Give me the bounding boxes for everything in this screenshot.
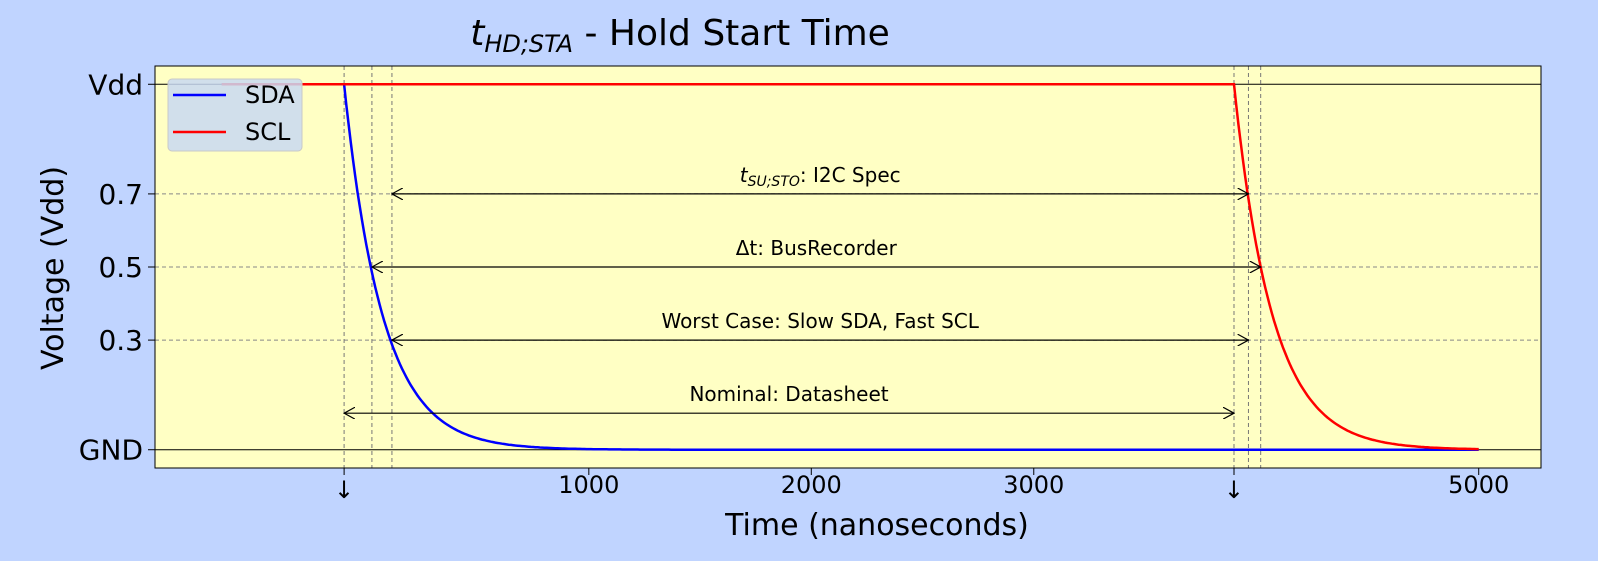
y-tick-layer: GND 0.3 0.5 0.7 Vdd <box>79 68 155 467</box>
annotation-layer: tSU;STO: I2C Spec Δt: BusRecorder Worst Ca… <box>344 163 1261 413</box>
title-subscript: HD;STA <box>484 30 573 58</box>
x-tick-label: 5000 <box>1448 471 1509 499</box>
series-sda-line <box>221 83 1479 451</box>
x-tick-label: 2000 <box>781 471 842 499</box>
title-text: - Hold Start Time <box>573 13 890 54</box>
annotation-label: Nominal: Datasheet <box>689 382 888 406</box>
annotation-label: Worst Case: Slow SDA, Fast SCL <box>661 309 979 333</box>
x-axis-label: Time (nanoseconds) <box>724 508 1029 543</box>
y-tick-label: Vdd <box>88 68 143 101</box>
x-tick-label: ↓ <box>334 476 354 504</box>
x-tick-label: 3000 <box>1003 471 1064 499</box>
title-symbol: t <box>470 13 486 54</box>
x-tick-layer: ↓ 1000 2000 3000 ↓ 5000 <box>334 468 1509 504</box>
annotation-subscript: SU;STO <box>748 174 800 190</box>
y-axis-label: Voltage (Vdd) <box>36 166 71 370</box>
legend: SDA SCL <box>167 78 303 152</box>
y-tick-label: 0.3 <box>98 324 143 357</box>
series-layer <box>221 83 1479 451</box>
legend-label-sda: SDA <box>245 81 295 109</box>
x-tick-label: 1000 <box>558 471 619 499</box>
y-tick-label: GND <box>79 434 143 467</box>
series-scl-line <box>221 83 1479 451</box>
legend-label-scl: SCL <box>245 118 291 146</box>
y-tick-label: 0.7 <box>98 178 143 211</box>
annotation-label: tSU;STO: I2C Spec <box>740 163 901 190</box>
vertical-marker-layer <box>343 66 1262 468</box>
y-tick-label: 0.5 <box>98 251 143 284</box>
annotation-text: : I2C Spec <box>800 163 901 187</box>
annotation-symbol: t <box>740 163 749 187</box>
chart-title: tHD;STA - Hold Start Time <box>470 13 890 58</box>
x-tick-label: ↓ <box>1224 476 1244 504</box>
annotation-label: Δt: BusRecorder <box>736 236 898 260</box>
